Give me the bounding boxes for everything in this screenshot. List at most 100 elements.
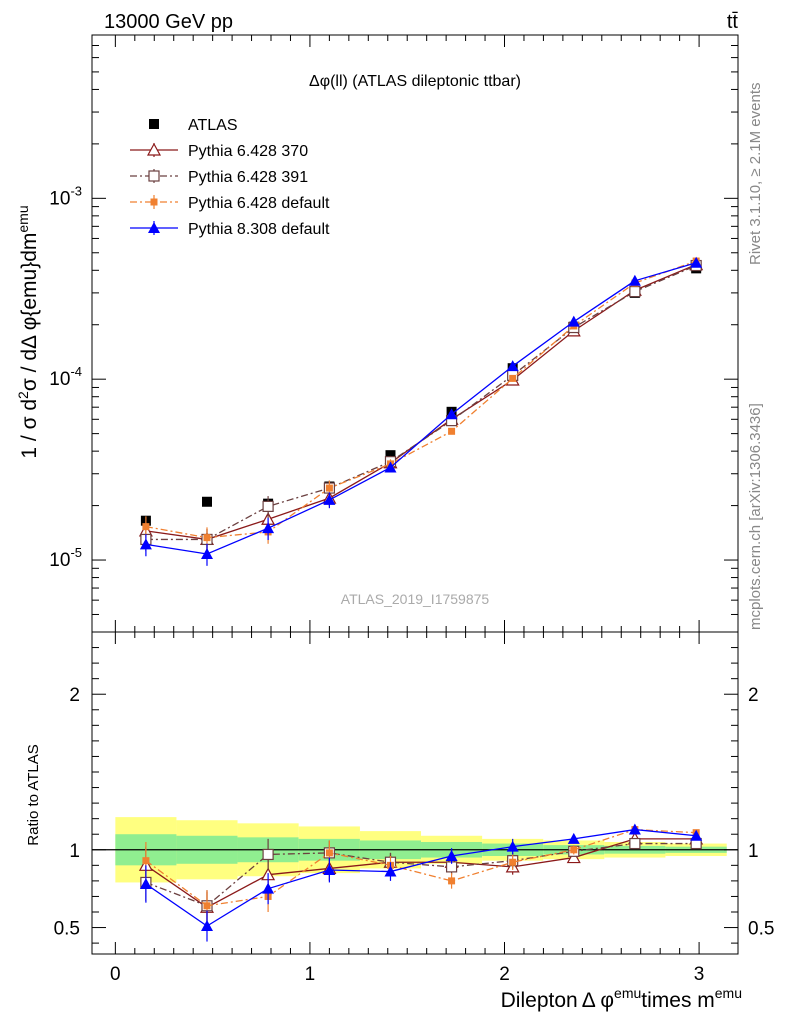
ratio-point-p8def [628,823,641,835]
ratio-x-tick-label: 3 [694,964,705,985]
ratio-line-p8def [145,828,697,927]
rivet-label: Rivet 3.1.10, ≥ 2.1M events [747,83,764,266]
main-point-p8def [323,493,336,505]
main-point-atlas [201,496,212,507]
ratio-point-p8def [262,882,275,894]
ratio-series-p8def [139,823,703,942]
ratio-xlabel: Dilepton Δ φemutimes memu [501,985,742,1012]
main-point-p391 [629,285,641,298]
legend-marker-p6def [150,198,158,206]
main-point-p8def [506,360,519,372]
ratio-y-tick-label-right: 1 [748,841,759,862]
main-ylabel: 1 / σ d2σ / dΔ φ{emu}dmemu [15,205,41,458]
ratio-y-tick-label: 2 [69,685,80,706]
ratio-y-tick-label: 0.5 [54,919,80,940]
y-tick-base: 10 [49,550,70,571]
ratio-y-tick-label-right: 0.5 [748,919,774,940]
main-point-p6def [509,374,517,382]
ratio-point-p8def [139,878,152,889]
main-y-tick-label: 10-4 [49,364,82,390]
main-series-p6def [142,257,700,550]
ratio-line-p391 [145,842,697,907]
main-point-p6def [142,523,150,531]
main-ylabel-part1: 1 / σ d [18,399,41,459]
main-point-p6def [448,427,456,435]
ratio-x-tick-label: 2 [499,964,510,985]
main-point-p6def [325,484,333,492]
main-point-p8def [690,256,703,268]
legend-marker-p8def [148,222,160,233]
ratio-point-p8def [567,832,580,844]
legend-marker-p370 [146,142,162,156]
xlabel-part2: Δ φ [582,989,614,1012]
header-right: tt̄ [727,11,739,33]
main-point-atlas [385,450,396,461]
legend-label-p8def: Pythia 8.308 default [188,221,330,238]
ratio-marks [92,817,738,942]
main-line-p391 [145,264,697,541]
main-panel: 10-510-410-3 Δφ(ll) (ATLAS dileptonic tt… [15,34,739,633]
main-ylabel-sup1: 2 [15,391,31,399]
xlabel-part1: Dilepton [501,989,578,1012]
ratio-y-tick-label-right: 2 [748,685,759,706]
main-point-p8def [262,522,275,534]
ratio-axes: 0 1 2 3 0.5 0.5 1 1 2 2 [54,632,774,985]
legend: ATLAS Pythia 6.428 370 Pythia 6.428 391 Pyt… [130,117,330,238]
main-series-p391 [140,259,702,552]
legend-marker-p391 [148,170,160,182]
ratio-panel: 0 1 2 3 0.5 0.5 1 1 2 2 Ratio to ATLAS Dilepton Δ … [25,631,774,1012]
y-tick-exp: -5 [70,545,82,560]
main-point-p8def [445,408,458,420]
ratio-x-tick-label: 0 [110,964,121,985]
ratio-point-p8def [384,865,397,877]
header-left: 13000 GeV pp [104,11,233,33]
ratio-line-p370 [145,838,697,909]
ratio-point-p370 [566,850,581,864]
main-line-p6def [145,260,697,539]
ratio-point-p6def [448,877,456,885]
ratio-point-p6def [142,857,150,865]
legend-label-atlas: ATLAS [188,117,238,134]
main-series-p8def [139,256,703,566]
xlabel-part3: times m [641,989,715,1012]
xlabel-sup1: emu [614,985,641,1001]
ratio-point-p8def [323,864,336,875]
legend-label-p370: Pythia 6.428 370 [188,143,308,160]
main-point-p8def [628,274,641,286]
main-point-p6def [203,534,211,542]
main-point-p8def [200,547,213,559]
main-y-tick-label: 10-3 [49,183,82,209]
y-tick-exp: -4 [70,364,82,379]
y-tick-base: 10 [49,188,70,209]
ratio-point-p391 [262,848,274,861]
ratio-point-p8def [690,829,703,841]
xlabel-sup2: emu [715,985,742,1001]
ratio-point-p8def [506,840,519,852]
ratio-point-p6def [203,902,211,910]
ratio-point-p6def [509,858,517,866]
ratio-line-p6def [145,828,697,907]
ratio-point-p8def [445,850,458,861]
y-tick-exp: -3 [70,183,82,198]
main-point-p8def [384,461,397,473]
ratio-frame [91,631,739,955]
ratio-point-p8def [200,920,213,931]
watermark: ATLAS_2019_I1759875 [341,591,490,607]
y-tick-base: 10 [49,369,70,390]
main-ylabel-part2: σ / dΔ φ{emu}dm [18,233,41,392]
main-y-tick-label: 10-5 [49,545,82,571]
main-ylabel-sup2: emu [15,205,31,232]
main-point-p8def [567,315,580,327]
main-title: Δφ(ll) (ATLAS dileptonic ttbar) [309,73,521,90]
main-marks [138,256,704,566]
main-line-p8def [145,262,697,555]
main-line-p370 [145,264,697,541]
ratio-x-tick-label: 1 [305,964,316,985]
ratio-y-tick-label: 1 [69,841,80,862]
legend-marker-atlas [149,119,159,129]
ratio-point-p6def [570,846,578,854]
main-axes: 10-510-410-3 [49,34,738,633]
legend-label-p6def: Pythia 6.428 default [188,195,330,212]
legend-label-p391: Pythia 6.428 391 [188,169,308,186]
